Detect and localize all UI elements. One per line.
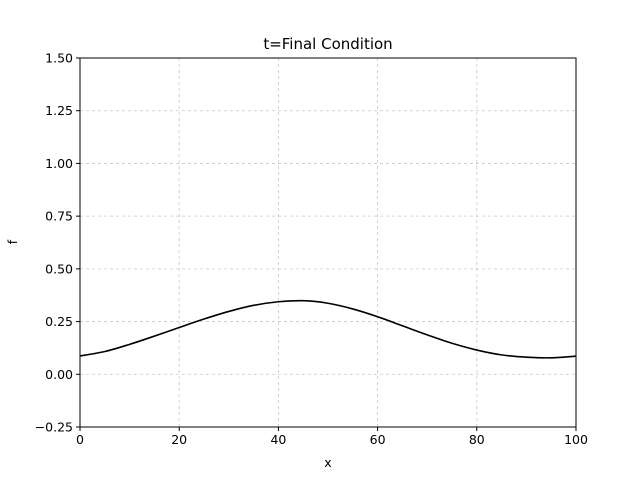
x-tick-label: 60 [370, 432, 386, 447]
y-tick-label: 0.00 [45, 367, 73, 382]
y-tick-label: 1.50 [45, 51, 73, 66]
series-group [79, 299, 577, 359]
y-axis-label: f [5, 239, 20, 244]
x-tick-label: 0 [76, 432, 84, 447]
plot-frame [79, 57, 577, 428]
series-line [79, 299, 577, 359]
y-tick-label: 0.25 [45, 314, 73, 329]
ticks: 0 20 40 60 80 100 −0.25 0.00 0.25 0.50 0.75 1.00 1.2… [35, 51, 588, 448]
chart-title: t=Final Condition [263, 35, 392, 53]
y-tick-label: 0.75 [45, 209, 73, 224]
y-tick-label: 0.50 [45, 261, 73, 276]
x-tick-label: 80 [469, 432, 485, 447]
y-tick-label: −0.25 [35, 420, 73, 435]
x-tick-label: 100 [564, 432, 588, 447]
x-axis-label: x [324, 455, 331, 470]
x-tick-label: 20 [171, 432, 187, 447]
y-tick-label: 1.00 [45, 156, 73, 171]
x-tick-label: 40 [270, 432, 286, 447]
y-tick-label: 1.25 [45, 103, 73, 118]
